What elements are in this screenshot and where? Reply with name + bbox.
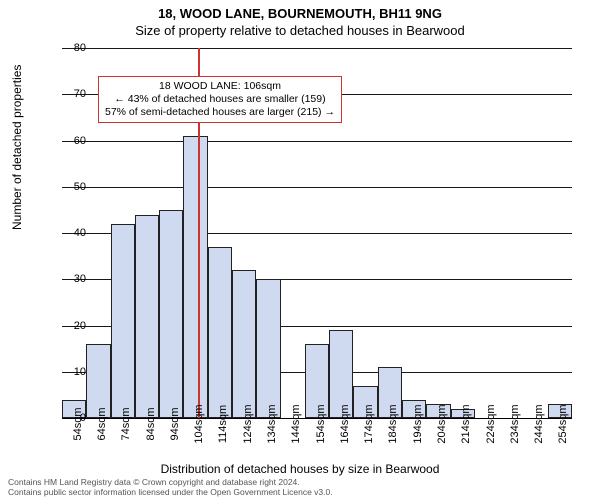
x-tick-label: 254sqm bbox=[557, 404, 569, 443]
histogram-bar bbox=[208, 247, 232, 418]
x-tick-label: 94sqm bbox=[169, 407, 181, 440]
x-axis-label: Distribution of detached houses by size … bbox=[0, 462, 600, 476]
y-tick-label: 30 bbox=[56, 273, 86, 285]
chart-plot-area: 18 WOOD LANE: 106sqm← 43% of detached ho… bbox=[62, 48, 572, 418]
y-gridline bbox=[62, 141, 572, 142]
y-axis-label: Number of detached properties bbox=[10, 65, 24, 230]
annotation-line: 18 WOOD LANE: 106sqm bbox=[105, 80, 335, 93]
title-line-1: 18, WOOD LANE, BOURNEMOUTH, BH11 9NG bbox=[0, 0, 600, 21]
x-tick-label: 234sqm bbox=[509, 404, 521, 443]
x-tick-label: 214sqm bbox=[460, 404, 472, 443]
histogram-bar bbox=[159, 210, 183, 418]
x-tick-label: 154sqm bbox=[315, 404, 327, 443]
x-tick-label: 124sqm bbox=[242, 404, 254, 443]
x-tick-label: 114sqm bbox=[217, 405, 229, 443]
y-gridline bbox=[62, 48, 572, 49]
x-tick-label: 224sqm bbox=[485, 404, 497, 443]
x-tick-label: 84sqm bbox=[145, 407, 157, 440]
x-tick-label: 244sqm bbox=[533, 404, 545, 443]
title-line-2: Size of property relative to detached ho… bbox=[0, 21, 600, 38]
y-tick-label: 10 bbox=[56, 366, 86, 378]
x-tick-label: 74sqm bbox=[120, 407, 132, 440]
annotation-line: ← 43% of detached houses are smaller (15… bbox=[105, 93, 335, 106]
footer: Contains HM Land Registry data © Crown c… bbox=[8, 478, 333, 498]
annotation-box: 18 WOOD LANE: 106sqm← 43% of detached ho… bbox=[98, 76, 342, 123]
y-tick-label: 50 bbox=[56, 181, 86, 193]
y-tick-label: 70 bbox=[56, 88, 86, 100]
x-tick-label: 204sqm bbox=[436, 404, 448, 443]
x-tick-label: 194sqm bbox=[412, 404, 424, 443]
x-tick-label: 64sqm bbox=[96, 407, 108, 440]
histogram-bar bbox=[135, 215, 159, 419]
annotation-line: 57% of semi-detached houses are larger (… bbox=[105, 106, 335, 119]
histogram-bar bbox=[232, 270, 256, 418]
y-tick-label: 60 bbox=[56, 135, 86, 147]
y-tick-label: 20 bbox=[56, 320, 86, 332]
footer-line-2: Contains public sector information licen… bbox=[8, 488, 333, 498]
y-tick-label: 40 bbox=[56, 227, 86, 239]
x-tick-label: 164sqm bbox=[339, 404, 351, 443]
x-tick-label: 54sqm bbox=[72, 407, 84, 440]
histogram-bar bbox=[111, 224, 135, 418]
x-tick-label: 144sqm bbox=[290, 404, 302, 443]
histogram-bar bbox=[183, 136, 207, 418]
x-tick-label: 184sqm bbox=[387, 404, 399, 443]
y-gridline bbox=[62, 187, 572, 188]
x-tick-label: 174sqm bbox=[363, 404, 375, 443]
x-tick-label: 104sqm bbox=[193, 404, 205, 443]
x-tick-label: 134sqm bbox=[266, 404, 278, 443]
figure: 18, WOOD LANE, BOURNEMOUTH, BH11 9NG Siz… bbox=[0, 0, 600, 500]
histogram-bar bbox=[256, 279, 280, 418]
y-tick-label: 80 bbox=[56, 42, 86, 54]
